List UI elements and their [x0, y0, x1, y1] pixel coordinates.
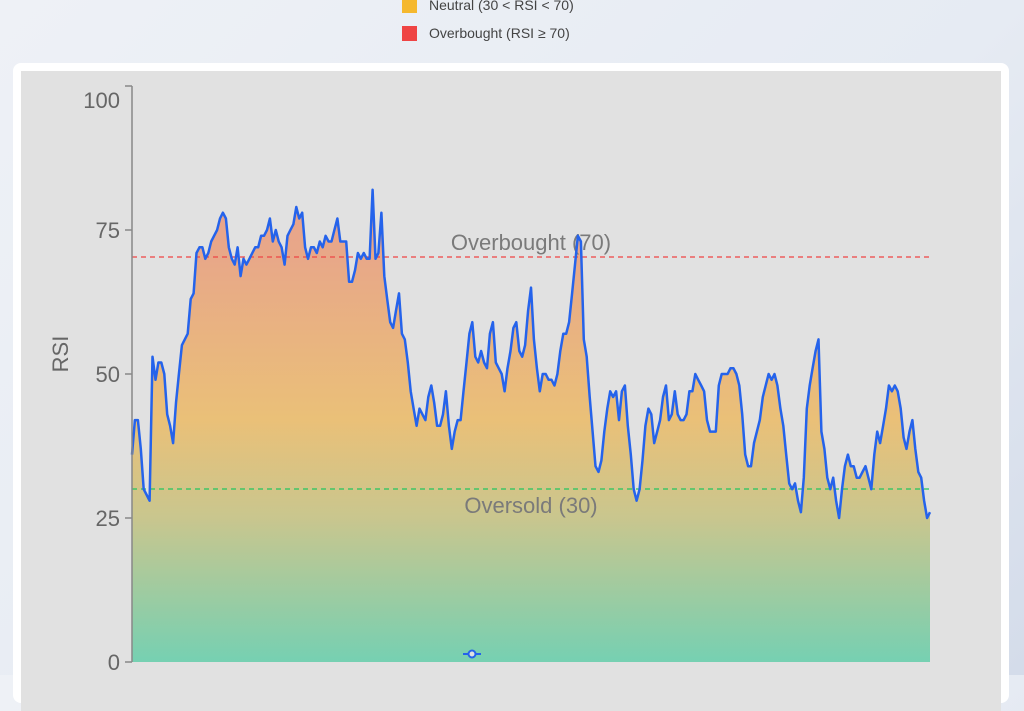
legend-label-overbought: Overbought (RSI ≥ 70)	[429, 25, 570, 41]
legend-swatch-neutral	[402, 0, 417, 13]
slider-handle-icon[interactable]	[463, 649, 481, 659]
legend-label-neutral: Neutral (30 < RSI < 70)	[429, 0, 574, 13]
chart-legend: Neutral (30 < RSI < 70) Overbought (RSI …	[402, 0, 574, 48]
legend-item-overbought[interactable]: Overbought (RSI ≥ 70)	[402, 18, 574, 48]
y-tick-25: 25	[96, 506, 120, 531]
legend-item-neutral[interactable]: Neutral (30 < RSI < 70)	[402, 0, 574, 18]
y-tick-100: 100	[83, 88, 120, 113]
y-tick-50: 50	[96, 362, 120, 387]
y-tick-75: 75	[96, 218, 120, 243]
oversold-annotation: Oversold (30)	[464, 493, 597, 518]
overbought-annotation: Overbought (70)	[451, 230, 611, 255]
rsi-chart: Overbought (70) Oversold (30) 100 75 50 …	[48, 85, 932, 675]
y-tick-0: 0	[108, 650, 120, 675]
y-axis-label: RSI	[48, 336, 73, 373]
legend-swatch-overbought	[402, 25, 417, 41]
y-axis-ticks	[125, 85, 132, 663]
rsi-area-fill	[132, 189, 930, 662]
rsi-line[interactable]	[130, 188, 932, 520]
